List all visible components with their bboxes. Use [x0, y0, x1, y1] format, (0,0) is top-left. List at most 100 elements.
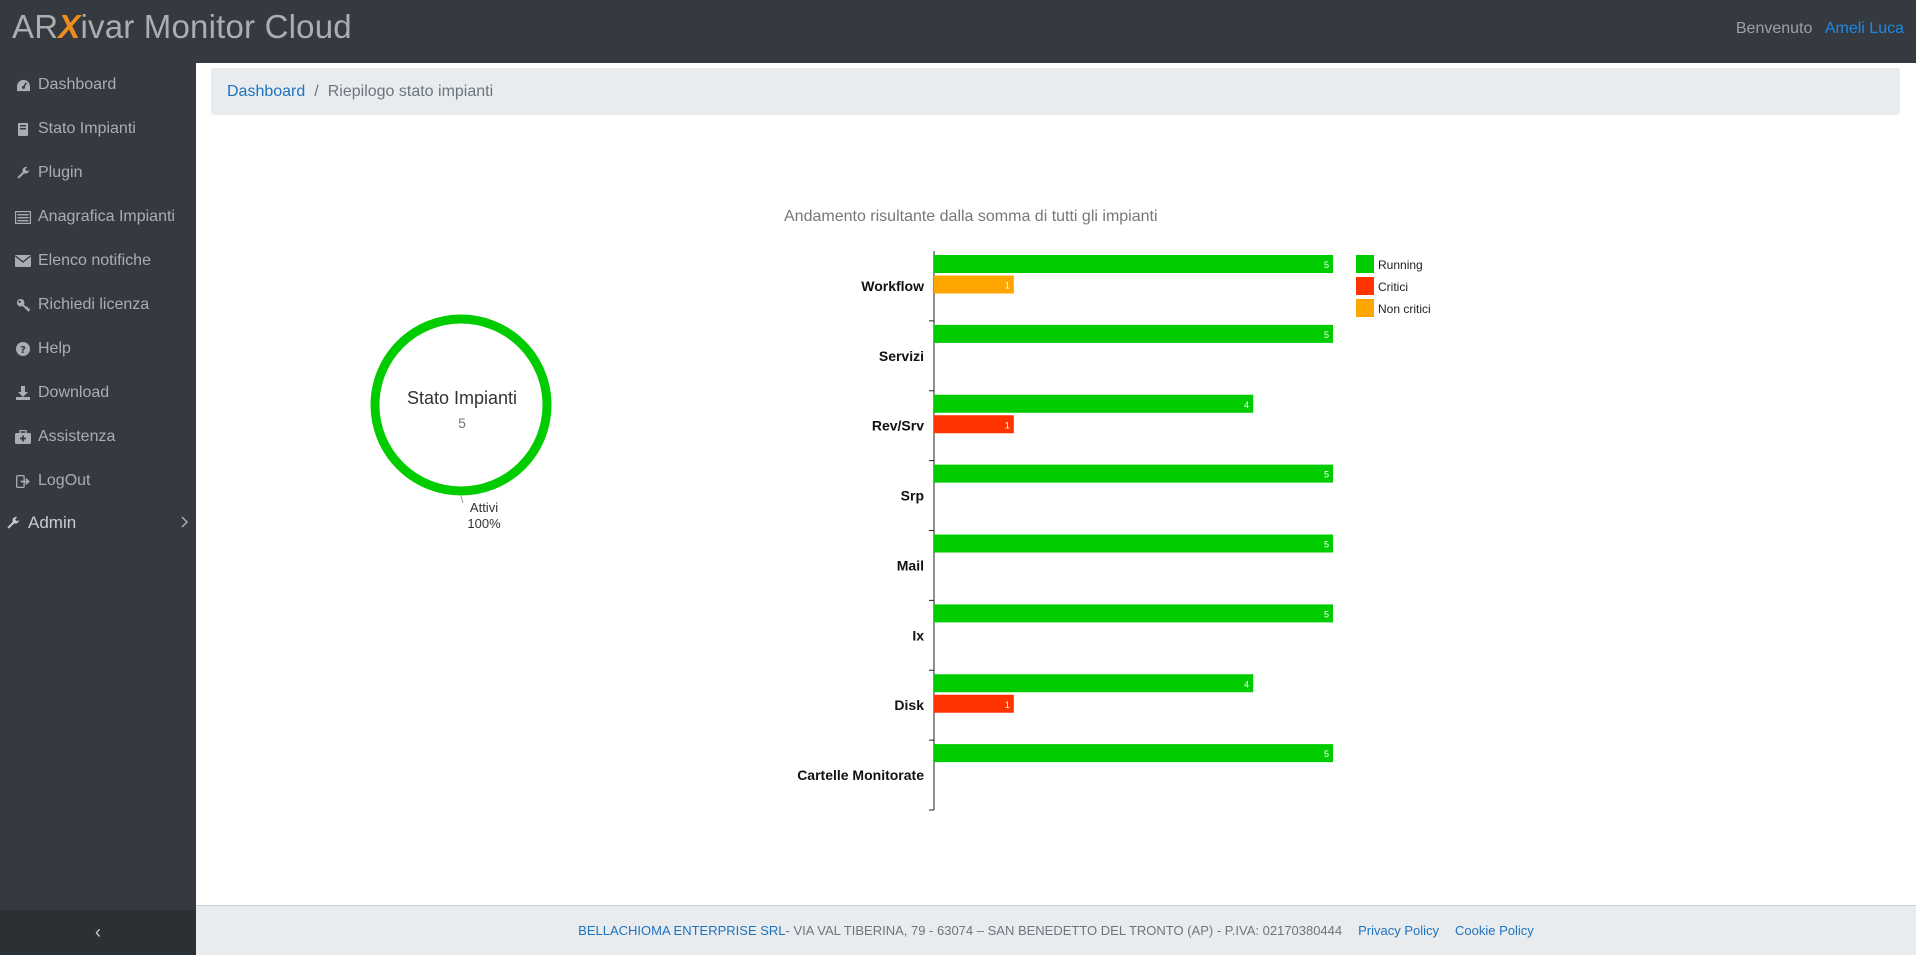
footer-company: BELLACHIOMA ENTERPRISE SRL: [578, 923, 786, 938]
book-icon: [14, 121, 32, 137]
breadcrumb-separator: /: [314, 82, 319, 100]
charts-canvas: Andamento risultante dalla somma di tutt…: [370, 208, 1431, 811]
sidebar-item-admin[interactable]: Admin: [0, 503, 196, 543]
welcome-area: Benvenuto Ameli Luca: [1736, 20, 1904, 38]
sidebar-item-richiedi-licenza[interactable]: Richiedi licenza: [0, 283, 196, 327]
bar-running[interactable]: [934, 534, 1333, 553]
category-label: Ix: [912, 627, 924, 643]
top-bar: ARXivar Monitor Cloud Benvenuto Ameli Lu…: [0, 0, 1916, 63]
dashboard-icon: [14, 77, 32, 93]
bar-running[interactable]: [934, 255, 1333, 273]
bar-chart: Andamento risultante dalla somma di tutt…: [784, 208, 1431, 811]
breadcrumb: Dashboard / Riepilogo stato impianti: [211, 68, 1900, 115]
sidebar-item-label: Assistenza: [38, 428, 116, 445]
legend-swatch: [1356, 299, 1374, 317]
sidebar-item-logout[interactable]: LogOut: [0, 459, 196, 503]
question-icon: ?: [14, 341, 32, 357]
sidebar-item-label: LogOut: [38, 472, 91, 489]
bar-running[interactable]: [934, 744, 1333, 763]
sidebar-item-assistenza[interactable]: Assistenza: [0, 415, 196, 459]
category-label: Workflow: [861, 278, 924, 294]
bar-value-label: 1: [1005, 700, 1010, 710]
sidebar-item-label: Stato Impianti: [38, 120, 136, 137]
breadcrumb-current: Riepilogo stato impianti: [327, 82, 494, 100]
sidebar-item-label: Download: [38, 384, 110, 401]
cookie-policy-link[interactable]: Cookie Policy: [1455, 923, 1534, 938]
legend-label[interactable]: Critici: [1378, 280, 1408, 294]
sidebar-item-label: Richiedi licenza: [38, 296, 150, 313]
bar-value-label: 5: [1324, 330, 1329, 340]
sidebar-item-label: Plugin: [38, 164, 83, 181]
bar-running[interactable]: [934, 464, 1333, 483]
sidebar-item-label: Dashboard: [38, 76, 117, 93]
bar-value-label: 5: [1324, 260, 1329, 270]
chevron-left-icon: ‹: [95, 922, 101, 942]
sidebar-item-label: Admin: [28, 513, 77, 532]
category-label: Servizi: [879, 348, 924, 364]
medkit-icon: [14, 429, 32, 445]
bar-value-label: 5: [1324, 540, 1329, 550]
bar-value-label: 5: [1324, 749, 1329, 759]
privacy-policy-link[interactable]: Privacy Policy: [1358, 923, 1440, 938]
download-icon: [14, 385, 32, 401]
legend-label[interactable]: Running: [1378, 258, 1423, 272]
category-label: Disk: [894, 697, 924, 713]
legend-swatch: [1356, 255, 1374, 273]
sidebar: Dashboard Stato Impianti Plugin Anagrafi…: [0, 63, 196, 955]
sidebar-item-download[interactable]: Download: [0, 371, 196, 415]
sidebar-item-stato-impianti[interactable]: Stato Impianti: [0, 107, 196, 151]
sidebar-item-label: Help: [38, 340, 71, 357]
breadcrumb-home-link[interactable]: Dashboard: [227, 82, 306, 100]
bar-value-label: 5: [1324, 609, 1329, 619]
bar-running[interactable]: [934, 674, 1254, 693]
donut-value: 5: [458, 415, 466, 431]
donut-chart: [370, 314, 552, 504]
list-icon: [14, 209, 32, 225]
sidebar-item-plugin[interactable]: Plugin: [0, 151, 196, 195]
wrench-icon: [14, 165, 32, 181]
donut-slice-label: Attivi 100%: [458, 500, 510, 532]
sidebar-collapse-button[interactable]: ‹: [0, 910, 196, 955]
app-logo[interactable]: ARXivar Monitor Cloud: [12, 8, 352, 46]
bar-critici[interactable]: [934, 694, 1014, 713]
envelope-icon: [14, 253, 32, 269]
category-label: Rev/Srv: [872, 418, 924, 434]
donut-title: Stato Impianti: [406, 388, 518, 408]
bar-value-label: 5: [1324, 470, 1329, 480]
brand-text-start: AR: [12, 8, 59, 45]
bar-non-critici[interactable]: [934, 275, 1014, 294]
footer: BELLACHIOMA ENTERPRISE SRL - VIA VAL TIB…: [196, 905, 1916, 955]
sidebar-item-label: Elenco notifiche: [38, 252, 151, 269]
key-icon: [14, 297, 32, 313]
bar-running[interactable]: [934, 324, 1333, 343]
chevron-right-icon: [180, 513, 189, 533]
category-label: Cartelle Monitorate: [797, 767, 924, 783]
bar-running[interactable]: [934, 604, 1333, 623]
footer-address: - VIA VAL TIBERINA, 79 - 63074 – SAN BEN…: [785, 923, 1343, 938]
sidebar-item-elenco-notifiche[interactable]: Elenco notifiche: [0, 239, 196, 283]
category-label: Mail: [897, 557, 924, 573]
legend-label[interactable]: Non critici: [1378, 302, 1431, 316]
bar-critici[interactable]: [934, 415, 1014, 434]
wrench-icon: [4, 515, 22, 531]
welcome-text: Benvenuto: [1735, 20, 1813, 37]
bar-value-label: 1: [1005, 281, 1010, 291]
sidebar-item-label: Anagrafica Impianti: [38, 208, 175, 225]
bar-value-label: 4: [1244, 400, 1249, 410]
bar-value-label: 4: [1244, 679, 1249, 689]
bar-running[interactable]: [934, 394, 1254, 413]
donut-label-leader: [460, 495, 464, 504]
donut-label-percent: 100%: [467, 516, 501, 531]
sidebar-item-dashboard[interactable]: Dashboard: [0, 63, 196, 107]
bar-value-label: 1: [1005, 420, 1010, 430]
category-label: Srp: [901, 488, 924, 504]
legend-swatch: [1356, 277, 1374, 295]
sidebar-item-anagrafica-impianti[interactable]: Anagrafica Impianti: [0, 195, 196, 239]
brand-text-end: ivar Monitor Cloud: [80, 8, 352, 45]
sidebar-item-help[interactable]: ? Help: [0, 327, 196, 371]
signout-icon: [14, 473, 32, 489]
donut-slice-attivi[interactable]: [370, 314, 552, 496]
chart-title: Andamento risultante dalla somma di tutt…: [784, 208, 1158, 225]
user-name-link[interactable]: Ameli Luca: [1824, 20, 1904, 37]
donut-label-text: Attivi: [469, 500, 499, 515]
